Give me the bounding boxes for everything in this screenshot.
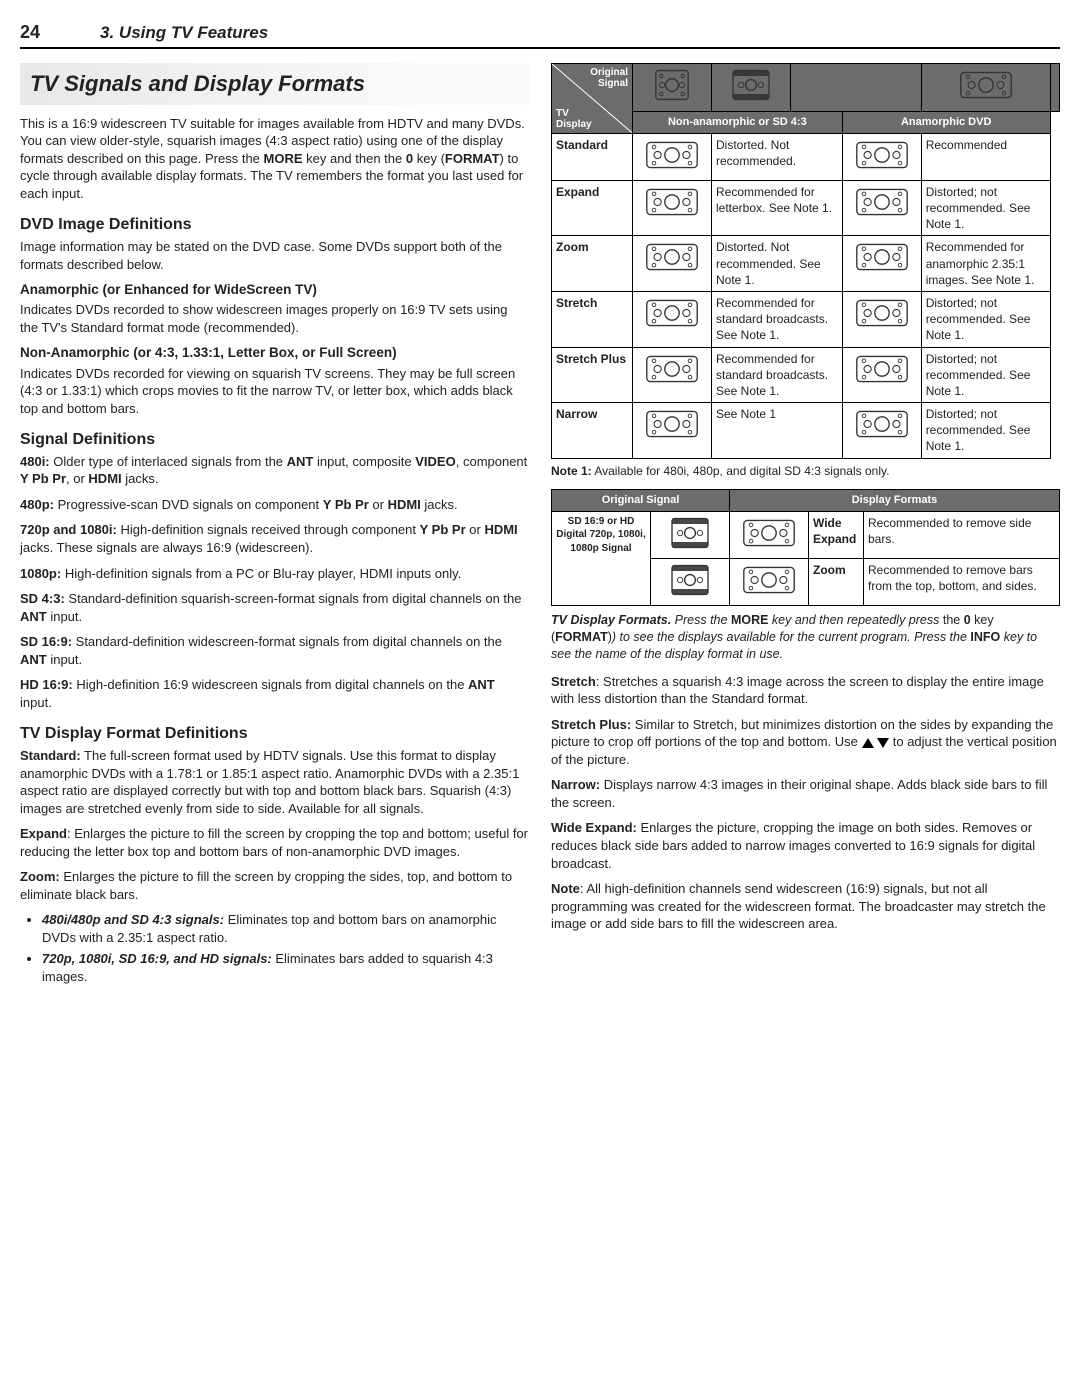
zoom-li1: 480i/480p and SD 4:3 signals: Eliminates… bbox=[42, 911, 529, 946]
table-row: Stretch Recommended for standard broadcas… bbox=[552, 291, 1060, 347]
sig-sd169: SD 16:9: Standard-definition widescreen-… bbox=[20, 633, 529, 668]
signal-heading: Signal Definitions bbox=[20, 429, 529, 451]
row-icon bbox=[842, 403, 921, 459]
nonanamorphic-heading: Non-Anamorphic (or 4:3, 1.33:1, Letter B… bbox=[20, 344, 529, 362]
tbl2-icon-1a bbox=[651, 511, 730, 558]
table-row: Expand Recommended for letterbox. See Not… bbox=[552, 180, 1060, 236]
row-icon bbox=[633, 403, 712, 459]
expand-def: Expand: Enlarges the picture to fill the… bbox=[20, 825, 529, 860]
note-1: Note 1: Available for 480i, 480p, and di… bbox=[551, 463, 1060, 479]
row-label: Expand bbox=[552, 180, 633, 236]
stretch-def: Stretch: Stretches a squarish 4:3 image … bbox=[551, 673, 1060, 708]
sig-sd43: SD 4:3: Standard-definition squarish-scr… bbox=[20, 590, 529, 625]
row-icon bbox=[633, 347, 712, 403]
chapter-title: 3. Using TV Features bbox=[100, 22, 268, 45]
row-icon bbox=[842, 180, 921, 236]
row-icon bbox=[633, 133, 712, 180]
table-row: Standard Distorted. Not recommended. Recom… bbox=[552, 133, 1060, 180]
row-desc-1: Recommended for standard broadcasts. See… bbox=[712, 347, 843, 403]
sig-hd: HD 16:9: High-definition 16:9 widescreen… bbox=[20, 676, 529, 711]
table-row: Zoom Distorted. Not recommended. See Note… bbox=[552, 236, 1060, 292]
row-desc-1: Recommended for standard broadcasts. See… bbox=[712, 291, 843, 347]
dvd-heading: DVD Image Definitions bbox=[20, 214, 529, 236]
standard-def: Standard: The full-screen format used by… bbox=[20, 747, 529, 817]
tbl2-icon-2a bbox=[651, 558, 730, 605]
row-desc-2: Recommended for anamorphic 2.35:1 images… bbox=[921, 236, 1050, 292]
wide-def: Wide Expand: Enlarges the picture, cropp… bbox=[551, 819, 1060, 872]
row-icon bbox=[842, 347, 921, 403]
row-desc-1: Recommended for letterbox. See Note 1. bbox=[712, 180, 843, 236]
narrow-def: Narrow: Displays narrow 4:3 images in th… bbox=[551, 776, 1060, 811]
display-formats-table-2: Original Signal Display Formats SD 16:9 … bbox=[551, 489, 1060, 606]
zoom-li2: 720p, 1080i, SD 16:9, and HD signals: El… bbox=[42, 950, 529, 985]
row-label: Stretch Plus bbox=[552, 347, 633, 403]
row-desc-2: Distorted; not recommended. See Note 1. bbox=[921, 180, 1050, 236]
nonanamorphic-para: Indicates DVDs recorded for viewing on s… bbox=[20, 365, 529, 418]
row-label: Zoom bbox=[552, 236, 633, 292]
row-desc-2: Distorted; not recommended. See Note 1. bbox=[921, 347, 1050, 403]
dvd-para: Image information may be stated on the D… bbox=[20, 238, 529, 273]
row-desc-2: Distorted; not recommended. See Note 1. bbox=[921, 403, 1050, 459]
row-label: Standard bbox=[552, 133, 633, 180]
table-row: Narrow See Note 1 Distorted; not recommend… bbox=[552, 403, 1060, 459]
anamorphic-para: Indicates DVDs recorded to show widescre… bbox=[20, 301, 529, 336]
table-row: Stretch Plus Recommended for standard bro… bbox=[552, 347, 1060, 403]
page-number: 24 bbox=[20, 20, 40, 44]
sig-480p: 480p: Progressive-scan DVD signals on co… bbox=[20, 496, 529, 514]
caption: TV Display Formats. Press the MORE key a… bbox=[551, 612, 1060, 663]
tbl2-h1: Original Signal bbox=[552, 489, 730, 511]
up-arrow-icon bbox=[862, 738, 874, 748]
section-title: TV Signals and Display Formats bbox=[20, 63, 529, 105]
hdr-icon-2 bbox=[712, 63, 791, 111]
row-icon bbox=[633, 236, 712, 292]
anamorphic-heading: Anamorphic (or Enhanced for WideScreen T… bbox=[20, 281, 529, 299]
note-r: Note: All high-definition channels send … bbox=[551, 880, 1060, 933]
display-formats-table: Original Signal TV Display Non-anamorphi… bbox=[551, 63, 1060, 459]
row-desc-1: See Note 1 bbox=[712, 403, 843, 459]
tbl2-signal: SD 16:9 or HD Digital 720p, 1080i, 1080p… bbox=[552, 511, 651, 605]
zoom-list: 480i/480p and SD 4:3 signals: Eliminates… bbox=[20, 911, 529, 985]
sig-720: 720p and 1080i: High-definition signals … bbox=[20, 521, 529, 556]
tbl2-r2-fmt: Zoom bbox=[809, 558, 864, 605]
row-label: Stretch bbox=[552, 291, 633, 347]
hdr-icon-3 bbox=[921, 63, 1050, 111]
tbl2-icon-1b bbox=[730, 511, 809, 558]
row-desc-1: Distorted. Not recommended. bbox=[712, 133, 843, 180]
page-header: 24 3. Using TV Features bbox=[20, 20, 1060, 49]
row-icon bbox=[842, 236, 921, 292]
tbl2-icon-2b bbox=[730, 558, 809, 605]
row-desc-1: Distorted. Not recommended. See Note 1. bbox=[712, 236, 843, 292]
row-label: Narrow bbox=[552, 403, 633, 459]
content-columns: TV Signals and Display Formats This is a… bbox=[20, 63, 1060, 994]
intro-para: This is a 16:9 widescreen TV suitable fo… bbox=[20, 115, 529, 203]
row-desc-2: Recommended bbox=[921, 133, 1050, 180]
row-icon bbox=[842, 133, 921, 180]
right-column: Original Signal TV Display Non-anamorphi… bbox=[551, 63, 1060, 994]
hdr-icon-1 bbox=[633, 63, 712, 111]
row-icon bbox=[842, 291, 921, 347]
left-column: TV Signals and Display Formats This is a… bbox=[20, 63, 529, 994]
sig-480i: 480i: Older type of interlaced signals f… bbox=[20, 453, 529, 488]
col-header-1: Non-anamorphic or SD 4:3 bbox=[633, 111, 843, 133]
col-header-2: Anamorphic DVD bbox=[842, 111, 1050, 133]
table-diag-header: Original Signal TV Display bbox=[552, 63, 633, 133]
row-desc-2: Distorted; not recommended. See Note 1. bbox=[921, 291, 1050, 347]
row-icon bbox=[633, 291, 712, 347]
tbl2-r1-fmt: Wide Expand bbox=[809, 511, 864, 558]
tbl2-r2-desc: Recommended to remove bars from the top,… bbox=[864, 558, 1060, 605]
row-icon bbox=[633, 180, 712, 236]
tbl2-h2: Display Formats bbox=[730, 489, 1060, 511]
down-arrow-icon bbox=[877, 738, 889, 748]
tvdf-heading: TV Display Format Definitions bbox=[20, 723, 529, 745]
tbl2-r1-desc: Recommended to remove side bars. bbox=[864, 511, 1060, 558]
stretchplus-def: Stretch Plus: Similar to Stretch, but mi… bbox=[551, 716, 1060, 769]
page: 24 3. Using TV Features TV Signals and D… bbox=[0, 0, 1080, 1024]
zoom-def: Zoom: Enlarges the picture to fill the s… bbox=[20, 868, 529, 903]
sig-1080p: 1080p: High-definition signals from a PC… bbox=[20, 565, 529, 583]
